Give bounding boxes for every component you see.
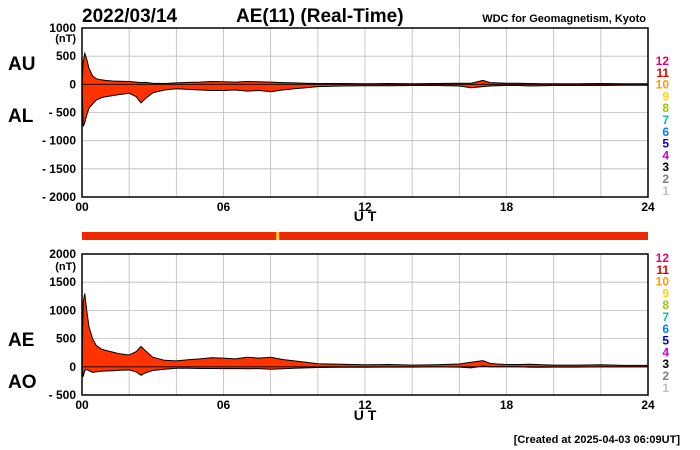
bottom-panel-unit: (nT): [55, 261, 76, 273]
x-tick-label: 06: [217, 200, 231, 214]
bottom-panel-lower-label: AO: [8, 372, 37, 393]
top-panel-upper-label: AU: [8, 54, 35, 75]
figure-title: AE(11) (Real-Time): [236, 6, 404, 27]
legend-entry: 9: [662, 89, 669, 103]
y-tick-label: 0: [69, 77, 76, 91]
x-tick-label: 00: [75, 398, 89, 412]
upper-series-line: [81, 51, 648, 85]
bottom-panel-y-ticks: 2000 1500 1000 500 0 - 500: [49, 247, 77, 402]
legend-entry: 4: [662, 345, 669, 359]
x-tick-label: 18: [500, 398, 514, 412]
top-panel-lower-label: AL: [8, 106, 34, 127]
legend-entry: 10: [656, 275, 670, 289]
legend-entry: 12: [656, 54, 670, 68]
station-bar-fill: [82, 232, 648, 240]
legend-entry: 1: [662, 184, 669, 198]
top-panel-frame: [81, 27, 649, 198]
lower-series-line: [81, 84, 648, 127]
figure-source: WDC for Geomagnetism, Kyoto: [482, 13, 646, 25]
top-panel: (nT) AU AL 1000 500 0 - 500 - 1000 - 1500 - 20…: [8, 21, 655, 224]
legend-entry: 1: [662, 381, 669, 395]
bottom-panel-area: [81, 293, 648, 377]
y-tick-label: - 500: [49, 388, 77, 402]
legend-entry: 4: [662, 148, 669, 162]
legend-entry: 7: [662, 113, 669, 127]
legend-entry: 6: [662, 125, 669, 139]
bottom-panel-x-ticks: 00 06 12 18 24: [75, 398, 655, 412]
legend-entry: 6: [662, 322, 669, 336]
y-tick-label: 1000: [49, 303, 76, 317]
legend-entry: 5: [662, 334, 669, 348]
y-tick-label: - 2000: [42, 190, 76, 204]
station-bar-marker: [276, 232, 280, 240]
top-panel-x-ticks: 00 06 12 18 24: [75, 200, 655, 214]
x-tick-label: 18: [500, 200, 514, 214]
top-panel-x-label: U T: [354, 208, 377, 224]
bottom-panel-grid: [82, 254, 648, 395]
legend-entry: 2: [662, 369, 669, 383]
y-tick-label: 2000: [49, 247, 76, 261]
x-tick-label: 00: [75, 200, 89, 214]
legend-entry: 3: [662, 357, 669, 371]
x-tick-label: 12: [358, 398, 372, 412]
x-tick-label: 12: [358, 200, 372, 214]
x-tick-label: 06: [217, 398, 231, 412]
station-bar: [82, 232, 648, 240]
y-tick-label: - 500: [49, 106, 77, 120]
created-timestamp: [Created at 2025-04-03 06:09UT]: [514, 434, 681, 446]
y-tick-label: - 1000: [42, 134, 76, 148]
y-tick-label: 0: [69, 360, 76, 374]
upper-series-line: [81, 293, 648, 367]
top-panel-area: [81, 51, 648, 127]
legend-entry: 2: [662, 172, 669, 186]
top-panel-y-ticks: 1000 500 0 - 500 - 1000 - 1500 - 2000: [42, 21, 76, 204]
y-tick-label: 1500: [49, 275, 76, 289]
top-panel-grid: [82, 28, 648, 197]
legend-entry: 11: [656, 263, 669, 277]
area-fill: [82, 293, 648, 377]
top-panel-unit: (nT): [55, 33, 76, 45]
legend-entry: 8: [662, 298, 669, 312]
legend-entry: 9: [662, 286, 669, 300]
bottom-panel: (nT) AE AO 2000 1500 1000 500 0 - 500 00 06 12 1…: [8, 247, 655, 423]
figure-date: 2022/03/14: [82, 6, 178, 27]
y-tick-label: 500: [56, 49, 76, 63]
y-tick-label: 500: [56, 332, 76, 346]
y-tick-label: - 1500: [42, 162, 76, 176]
x-tick-label: 24: [641, 398, 655, 412]
bottom-panel-upper-label: AE: [8, 330, 34, 351]
bottom-panel-frame: [81, 253, 649, 396]
legend-entry: 3: [662, 160, 669, 174]
legend-entry: 11: [656, 66, 669, 80]
legend-entry: 7: [662, 310, 669, 324]
bottom-panel-x-label: U T: [354, 407, 377, 423]
legend-entry: 5: [662, 137, 669, 151]
legend-entry: 10: [656, 78, 670, 92]
x-tick-label: 24: [641, 200, 655, 214]
legend-entry: 8: [662, 101, 669, 115]
y-tick-label: 1000: [49, 21, 76, 35]
legend-entry: 12: [656, 251, 670, 265]
